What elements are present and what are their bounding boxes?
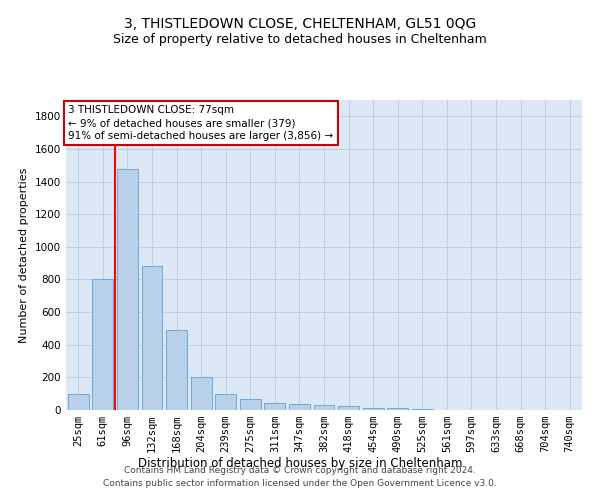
Text: 3 THISTLEDOWN CLOSE: 77sqm
← 9% of detached houses are smaller (379)
91% of semi: 3 THISTLEDOWN CLOSE: 77sqm ← 9% of detac… (68, 105, 334, 142)
Bar (92, 280, 113, 410)
Bar (362, 408, 383, 410)
Bar (240, 400, 261, 410)
Bar (142, 266, 163, 410)
Bar (117, 168, 138, 410)
Text: Contains HM Land Registry data © Crown copyright and database right 2024.
Contai: Contains HM Land Registry data © Crown c… (103, 466, 497, 487)
Text: Distribution of detached houses by size in Cheltenham: Distribution of detached houses by size … (138, 458, 462, 470)
Text: Size of property relative to detached houses in Cheltenham: Size of property relative to detached ho… (113, 32, 487, 46)
Y-axis label: Number of detached properties: Number of detached properties (19, 168, 29, 342)
Bar (191, 376, 212, 410)
Bar (314, 405, 334, 410)
Bar (265, 402, 286, 410)
Bar (215, 394, 236, 410)
Bar (166, 330, 187, 410)
Bar (68, 394, 89, 410)
Bar (387, 408, 408, 410)
Bar (289, 404, 310, 410)
Bar (412, 409, 433, 410)
Text: 3, THISTLEDOWN CLOSE, CHELTENHAM, GL51 0QG: 3, THISTLEDOWN CLOSE, CHELTENHAM, GL51 0… (124, 18, 476, 32)
Bar (338, 406, 359, 410)
